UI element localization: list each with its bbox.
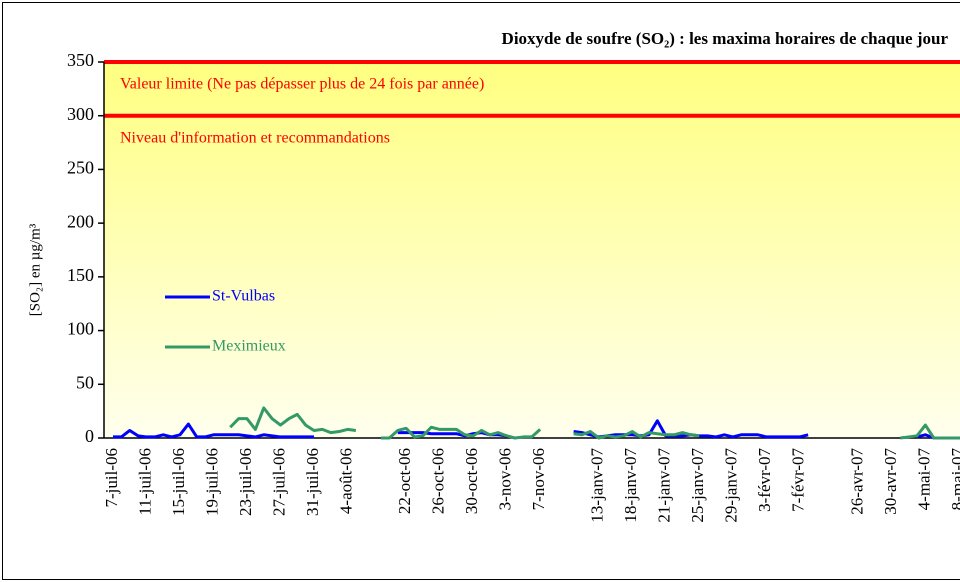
- y-tick-label: 250: [67, 158, 94, 178]
- x-tick-label: 7-févr-07: [789, 448, 808, 512]
- y-tick-label: 350: [67, 50, 94, 70]
- y-tick-label: 100: [67, 319, 94, 339]
- reference-label: Valeur limite (Ne pas dépasser plus de 2…: [120, 76, 484, 93]
- y-tick-label: 0: [85, 426, 94, 446]
- x-tick-label: 4-août-06: [336, 448, 355, 514]
- x-tick-label: 3-nov-06: [496, 448, 515, 510]
- x-tick-label: 18-janv-07: [621, 448, 640, 523]
- x-tick-label: 23-juil-06: [236, 448, 255, 516]
- x-tick-label: 26-avr-07: [847, 448, 866, 515]
- y-axis-title: [SO₂] en µg/m³: [27, 223, 43, 316]
- x-tick-label: 26-oct-06: [429, 448, 448, 514]
- x-tick-label: 29-janv-07: [722, 448, 741, 523]
- y-tick-label: 300: [67, 104, 94, 124]
- x-tick-label: 8-mai-07: [948, 448, 960, 511]
- x-tick-label: 13-janv-07: [588, 448, 607, 523]
- reference-label: Niveau d'information et recommandations: [120, 129, 390, 146]
- x-tick-label: 3-févr-07: [755, 448, 774, 512]
- x-tick-label: 11-juil-06: [135, 448, 154, 515]
- x-tick-label: 31-juil-06: [303, 448, 322, 516]
- x-tick-label: 30-oct-06: [462, 448, 481, 514]
- x-tick-label: 19-juil-06: [202, 448, 221, 516]
- x-tick-label: 4-mai-07: [914, 448, 933, 511]
- x-tick-label: 30-avr-07: [881, 448, 900, 515]
- chart-title: Dioxyde de soufre (SO₂) : les maxima hor…: [502, 29, 949, 48]
- x-tick-label: 15-juil-06: [169, 448, 188, 516]
- series-line: [229, 406, 960, 440]
- x-tick-label: 7-juil-06: [102, 448, 121, 508]
- series-line: [113, 419, 960, 440]
- y-tick-label: 50: [76, 372, 94, 392]
- plot-area: [104, 62, 960, 438]
- x-tick-label: 21-janv-07: [655, 448, 674, 523]
- x-tick-label: 25-janv-07: [688, 448, 707, 523]
- x-tick-label: 22-oct-06: [395, 448, 414, 514]
- y-tick-label: 150: [67, 265, 94, 285]
- legend-label: Meximieux: [212, 338, 286, 355]
- legend-label: St-Vulbas: [212, 288, 275, 305]
- y-tick-label: 200: [67, 211, 94, 231]
- x-tick-label: 27-juil-06: [269, 448, 288, 516]
- x-tick-label: 7-nov-06: [529, 448, 548, 510]
